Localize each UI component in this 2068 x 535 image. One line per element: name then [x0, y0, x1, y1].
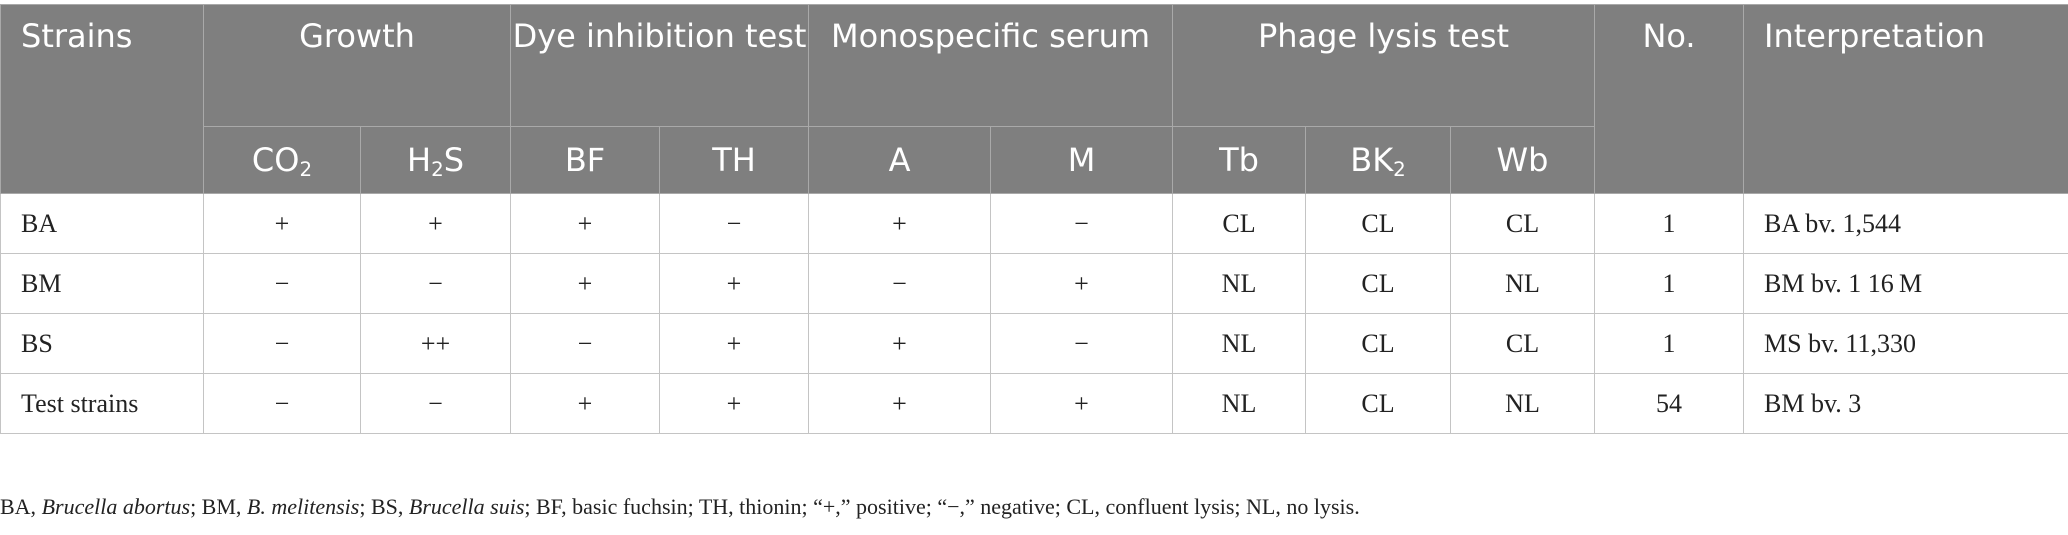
cell-interpretation: MS bv. 11,330 — [1743, 313, 2068, 374]
subheader-wb: Wb — [1450, 126, 1596, 194]
cell-tb: NL — [1172, 373, 1307, 434]
cell-a: − — [808, 253, 992, 314]
cell-number: 1 — [1594, 313, 1745, 374]
cell-wb: CL — [1450, 313, 1596, 374]
footnote-species-melitensis: B. melitensis — [246, 494, 360, 519]
cell-bk2: CL — [1305, 193, 1452, 254]
footnote-species-abortus: Brucella abortus — [41, 494, 191, 519]
cell-m: + — [990, 253, 1174, 314]
strain-typing-table: Strains Growth Dye inhibition test Monos… — [0, 4, 2068, 434]
cell-number: 54 — [1594, 373, 1745, 434]
subheader-tb: Tb — [1172, 126, 1307, 194]
header-monospecific-serum: Monospecific serum — [808, 4, 1174, 127]
cell-wb: NL — [1450, 253, 1596, 314]
cell-th: + — [659, 253, 810, 314]
cell-bf: − — [510, 313, 661, 374]
cell-interpretation: BA bv. 1,544 — [1743, 193, 2068, 254]
header-growth: Growth — [202, 4, 512, 127]
header-number: No. — [1594, 4, 1745, 194]
header-dye-inhibition-test: Dye inhibition test — [510, 4, 810, 127]
subheader-m: M — [990, 126, 1174, 194]
cell-tb: NL — [1172, 313, 1307, 374]
table-row: BA + + + − + − CL CL CL 1 BA bv. 1,544 — [0, 193, 2068, 254]
subheader-co2: CO2 — [203, 126, 361, 194]
cell-tb: CL — [1172, 193, 1307, 254]
cell-strain: BA — [0, 193, 204, 254]
table-row: Test strains − − + + + + NL CL NL 54 BM … — [0, 373, 2068, 434]
table-footnote: BA, Brucella abortus; BM, B. melitensis;… — [0, 494, 1360, 519]
cell-bf: + — [510, 253, 661, 314]
footnote-species-suis: Brucella suis — [408, 494, 525, 519]
cell-strain: BM — [0, 253, 204, 314]
cell-th: − — [659, 193, 810, 254]
cell-h2s: − — [359, 253, 512, 314]
subheader-h2s: H2S — [359, 126, 512, 194]
cell-h2s: + — [359, 193, 512, 254]
cell-bk2: CL — [1305, 373, 1452, 434]
header-strains: Strains — [0, 4, 204, 194]
cell-co2: + — [203, 193, 361, 254]
cell-bk2: CL — [1305, 253, 1452, 314]
subheader-bf: BF — [510, 126, 661, 194]
table-row: BS − ++ − + + − NL CL CL 1 MS bv. 11,330 — [0, 313, 2068, 374]
cell-co2: − — [203, 313, 361, 374]
cell-th: + — [659, 313, 810, 374]
cell-th: + — [659, 373, 810, 434]
header-phage-lysis-test: Phage lysis test — [1172, 4, 1596, 127]
cell-strain: BS — [0, 313, 204, 374]
cell-interpretation: BM bv. 3 — [1743, 373, 2068, 434]
cell-a: + — [808, 193, 992, 254]
table-row: BM − − + + − + NL CL NL 1 BM bv. 1 16 M — [0, 253, 2068, 314]
cell-wb: CL — [1450, 193, 1596, 254]
cell-co2: − — [203, 253, 361, 314]
cell-co2: − — [203, 373, 361, 434]
cell-bk2: CL — [1305, 313, 1452, 374]
subheader-th: TH — [659, 126, 810, 194]
subheader-a: A — [808, 126, 992, 194]
cell-h2s: ++ — [359, 313, 512, 374]
header-interpretation: Interpretation — [1743, 4, 2068, 194]
cell-a: + — [808, 313, 992, 374]
cell-number: 1 — [1594, 253, 1745, 314]
cell-tb: NL — [1172, 253, 1307, 314]
cell-m: − — [990, 193, 1174, 254]
cell-m: − — [990, 313, 1174, 374]
cell-a: + — [808, 373, 992, 434]
cell-strain: Test strains — [0, 373, 204, 434]
cell-bf: + — [510, 373, 661, 434]
cell-bf: + — [510, 193, 661, 254]
cell-interpretation: BM bv. 1 16 M — [1743, 253, 2068, 314]
cell-h2s: − — [359, 373, 512, 434]
cell-m: + — [990, 373, 1174, 434]
cell-number: 1 — [1594, 193, 1745, 254]
cell-wb: NL — [1450, 373, 1596, 434]
subheader-bk2: BK2 — [1305, 126, 1452, 194]
